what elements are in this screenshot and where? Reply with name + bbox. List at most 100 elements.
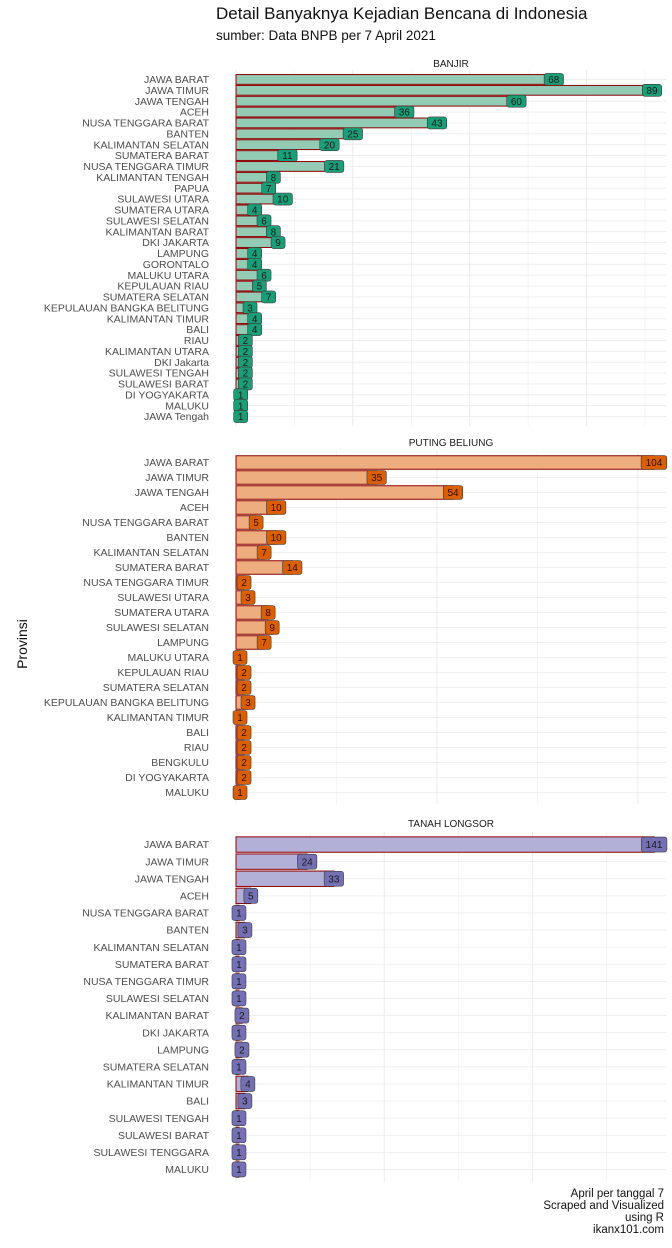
data-label: 8 xyxy=(271,173,277,184)
data-label: 6 xyxy=(261,216,267,227)
data-label: 35 xyxy=(371,473,383,484)
data-label: 1 xyxy=(238,401,244,412)
y-tick-label: BALI xyxy=(186,324,209,336)
y-tick-label: NUSA TENGGARA TIMUR xyxy=(83,577,209,589)
data-label-box xyxy=(232,785,248,800)
data-label: 141 xyxy=(646,840,663,851)
y-tick-label: SUMATERA BARAT xyxy=(115,959,210,971)
data-label-box xyxy=(231,1144,247,1161)
data-label: 24 xyxy=(302,857,314,868)
data-label-box xyxy=(282,560,303,575)
data-label-box xyxy=(231,1127,247,1144)
data-label-box xyxy=(240,590,256,605)
data-label-box xyxy=(256,545,272,560)
data-label-box xyxy=(233,410,248,423)
data-label-box xyxy=(236,755,252,770)
data-label-box xyxy=(641,836,668,853)
y-tick-label: MALUKU xyxy=(165,1164,209,1176)
data-label-box xyxy=(640,455,668,470)
y-tick-label: MALUKU xyxy=(165,787,209,799)
data-label-box xyxy=(236,665,252,680)
data-label-box xyxy=(297,853,318,870)
data-label: 10 xyxy=(271,503,283,514)
y-tick-label: SULAWESI SELATAN xyxy=(106,215,209,227)
bar xyxy=(235,106,405,118)
data-label: 1 xyxy=(237,788,243,799)
data-label-box xyxy=(231,1161,247,1178)
y-tick-label: SULAWESI BARAT xyxy=(118,1130,210,1142)
data-label: 2 xyxy=(243,358,249,369)
data-label-box xyxy=(232,650,248,665)
data-label-box xyxy=(319,138,340,151)
data-label: 1 xyxy=(236,1062,242,1073)
data-label-box xyxy=(506,94,527,108)
y-tick-label: BENGKULU xyxy=(151,757,209,769)
bar xyxy=(235,117,438,129)
y-tick-label: SULAWESI TENGAH xyxy=(109,1113,209,1125)
y-tick-label: KALIMANTAN TENGAH xyxy=(96,172,209,184)
y-tick-label: BANTEN xyxy=(166,128,209,140)
y-tick-label: DKI JAKARTA xyxy=(142,1027,209,1039)
data-label-box xyxy=(231,1024,247,1041)
chart-subtitle: sumber: Data BNPB per 7 April 2021 xyxy=(216,28,436,43)
data-label-box xyxy=(236,680,252,695)
data-label: 2 xyxy=(239,1045,245,1056)
data-label: 8 xyxy=(271,227,277,238)
data-label-box xyxy=(231,905,247,921)
data-label: 33 xyxy=(328,874,340,885)
data-label: 2 xyxy=(241,668,247,679)
caption-line: ikanx101.com xyxy=(593,1224,664,1236)
data-label-box xyxy=(247,323,262,336)
y-tick-label: LAMPUNG xyxy=(157,248,209,260)
data-label: 4 xyxy=(252,249,258,260)
y-tick-label: SULAWESI BARAT xyxy=(118,379,210,391)
y-tick-label: LAMPUNG xyxy=(157,637,209,649)
y-tick-label: LAMPUNG xyxy=(157,1044,209,1056)
y-tick-label: JAWA TIMUR xyxy=(145,856,209,868)
data-label-box xyxy=(266,500,287,515)
data-label: 9 xyxy=(275,238,281,249)
y-tick-label: DI YOGYAKARTA xyxy=(125,772,209,784)
facet-title: TANAH LONGSOR xyxy=(408,819,494,830)
data-label: 20 xyxy=(324,140,336,151)
data-label: 1 xyxy=(236,1114,242,1125)
y-tick-label: KALIMANTAN TIMUR xyxy=(107,712,210,724)
data-label-box xyxy=(261,290,277,304)
y-tick-label: KALIMANTAN SELATAN xyxy=(93,942,209,954)
data-label-box xyxy=(236,575,252,590)
data-label: 68 xyxy=(548,75,560,86)
data-label-box xyxy=(231,1110,247,1126)
y-tick-label: JAWA TIMUR xyxy=(145,472,209,484)
data-label: 10 xyxy=(271,533,283,544)
data-label: 25 xyxy=(347,129,359,140)
y-tick-label: SULAWESI UTARA xyxy=(117,194,209,206)
bar xyxy=(235,836,655,853)
y-tick-label: RIAU xyxy=(184,742,209,754)
y-tick-label: PAPUA xyxy=(174,183,209,195)
bar xyxy=(235,74,555,85)
y-tick-label: JAWA TENGAH xyxy=(135,487,209,499)
data-label: 89 xyxy=(646,86,658,97)
bar xyxy=(235,485,454,500)
data-label: 14 xyxy=(287,563,299,574)
data-label: 5 xyxy=(257,282,263,293)
bar xyxy=(235,853,308,870)
data-label: 1 xyxy=(236,1131,242,1142)
y-tick-label: SULAWESI TENGAH xyxy=(109,368,209,380)
data-label: 1 xyxy=(236,1028,242,1039)
bar xyxy=(235,84,653,96)
data-label-box xyxy=(234,1007,250,1024)
y-tick-label: SUMATERA SELATAN xyxy=(103,682,209,694)
data-label: 7 xyxy=(261,548,267,559)
y-tick-label: SUMATERA UTARA xyxy=(114,607,209,619)
y-tick-label: KALIMANTAN BARAT xyxy=(106,1010,210,1022)
data-label: 1 xyxy=(236,994,242,1005)
data-label-box xyxy=(272,192,293,206)
data-label-box xyxy=(248,515,264,530)
data-label-box xyxy=(237,1093,253,1109)
data-label: 3 xyxy=(242,1097,248,1108)
bar xyxy=(235,161,335,172)
caption-line: April per tanggal 7 xyxy=(570,1188,664,1200)
y-tick-label: MALUKU UTARA xyxy=(128,652,209,664)
